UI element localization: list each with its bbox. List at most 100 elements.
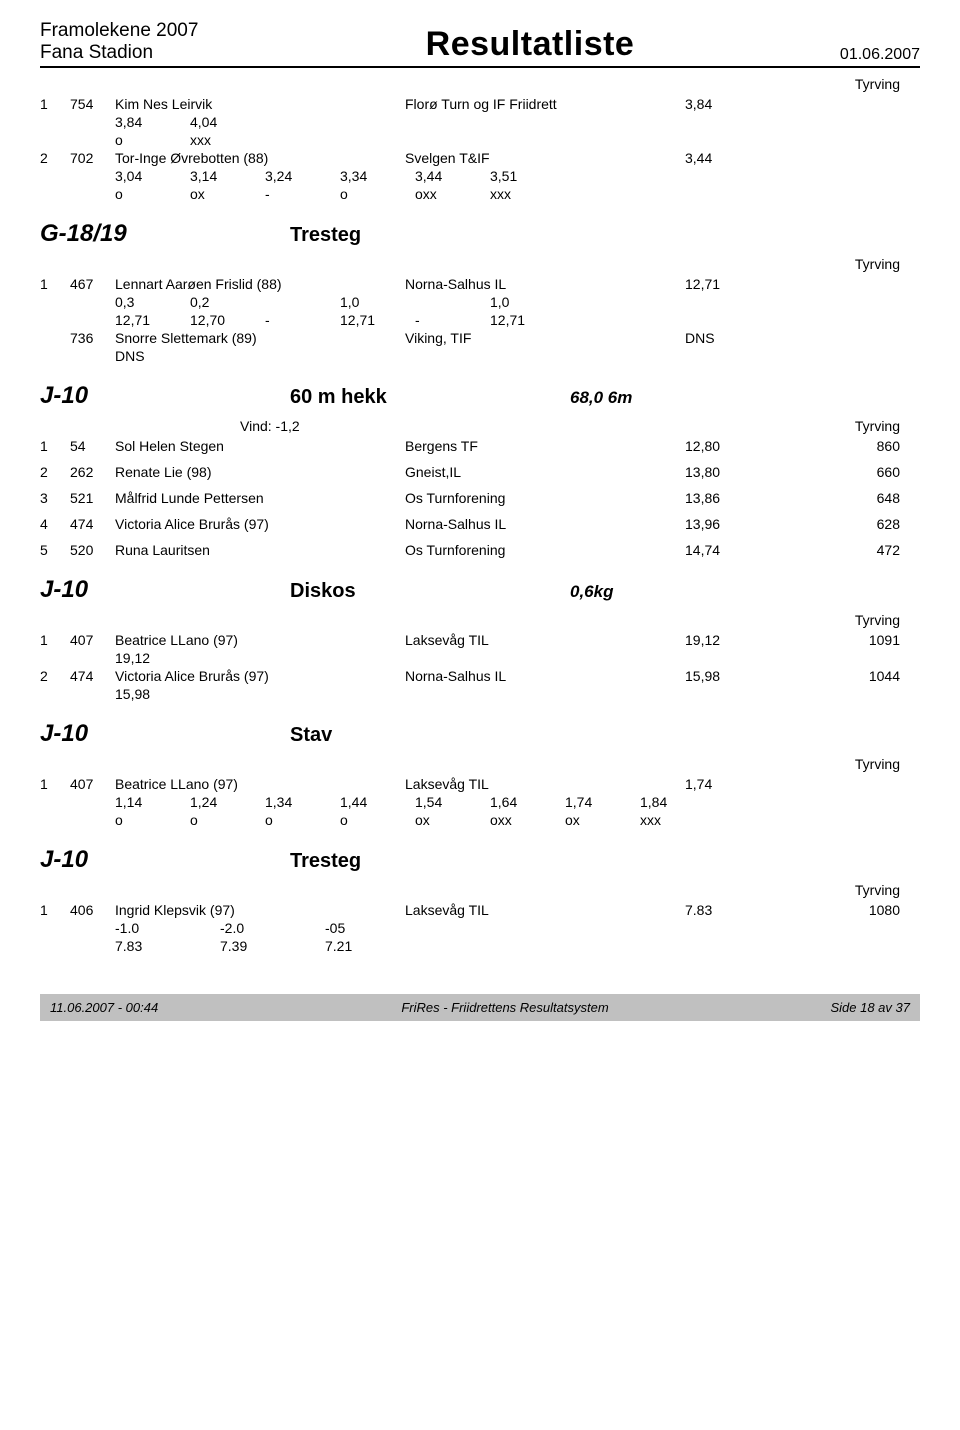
attempt: 0,3 [115,294,190,310]
result: 12,80 [685,438,775,454]
result-row: 4 474 Victoria Alice Brurås (97) Norna-S… [40,516,920,532]
attempt: 1,54 [415,794,490,810]
athlete-name: Runa Lauritsen [115,542,405,558]
attempt: 1,14 [115,794,190,810]
attempt-row: o o o o ox oxx ox xxx [115,812,920,828]
result: 14,74 [685,542,775,558]
place: 1 [40,902,70,918]
attempt: 19,12 [115,650,190,666]
attempt: o [115,132,190,148]
footer-timestamp: 11.06.2007 - 00:44 [50,1000,250,1015]
score: 1091 [775,632,920,648]
bib: 407 [70,776,115,792]
wind: Vind: -1,2 [240,418,820,434]
attempt: -05 [325,920,430,936]
attempt: xxx [190,132,265,148]
athlete-name: Beatrice LLano (97) [115,776,405,792]
club: Bergens TF [405,438,685,454]
attempt-row: o xxx [115,132,920,148]
attempt: o [265,812,340,828]
club: Laksevåg TIL [405,776,685,792]
attempt [265,294,340,310]
athlete-name: Beatrice LLano (97) [115,632,405,648]
event-header: J-10 60 m hekk 68,0 6m [40,382,920,410]
attempt: o [340,186,415,202]
tyrving-label: Tyrving [40,612,920,628]
page-header: Framolekene 2007 Fana Stadion Resultatli… [40,20,920,68]
bib: 262 [70,464,115,480]
attempt: 12,71 [340,312,415,328]
result-row: 1 467 Lennart Aarøen Frislid (88) Norna-… [40,276,920,292]
score: 660 [775,464,920,480]
result: 19,12 [685,632,775,648]
result: 7.83 [685,902,775,918]
attempt-row: 3,04 3,14 3,24 3,34 3,44 3,51 [115,168,920,184]
bib: 467 [70,276,115,292]
event-class: J-10 [40,576,290,604]
club: Laksevåg TIL [405,902,685,918]
attempt: 0,2 [190,294,265,310]
attempt: 3,14 [190,168,265,184]
result-row: 2 702 Tor-Inge Øvrebotten (88) Svelgen T… [40,150,920,166]
bib: 521 [70,490,115,506]
athlete-name: Lennart Aarøen Frislid (88) [115,276,405,292]
club: Norna-Salhus IL [405,516,685,532]
attempt: 1,64 [490,794,565,810]
event-header: J-10 Stav [40,720,920,748]
place: 5 [40,542,70,558]
attempt: 3,04 [115,168,190,184]
club: Svelgen T&IF [405,150,685,166]
stadium-name: Fana Stadion [40,42,260,64]
bib: 474 [70,516,115,532]
place: 4 [40,516,70,532]
score: 628 [775,516,920,532]
wind-row: Vind: -1,2 Tyrving [40,418,920,434]
attempt: DNS [115,348,190,364]
club: Viking, TIF [405,330,685,346]
athlete-name: Ingrid Klepsvik (97) [115,902,405,918]
athlete-name: Victoria Alice Brurås (97) [115,668,405,684]
attempt: 12,71 [490,312,565,328]
attempt: 12,71 [115,312,190,328]
attempt-row: 15,98 [115,686,920,702]
attempt: 3,51 [490,168,565,184]
event-name: Tresteg [290,850,570,873]
tyrving-label: Tyrving [820,418,920,434]
meet-name: Framolekene 2007 [40,20,260,42]
page-title: Resultatliste [260,25,800,64]
place: 1 [40,276,70,292]
attempt: 1,74 [565,794,640,810]
attempt: 15,98 [115,686,190,702]
attempt: 1,0 [340,294,415,310]
attempt: xxx [640,812,715,828]
place: 1 [40,776,70,792]
athlete-name: Tor-Inge Øvrebotten (88) [115,150,405,166]
athlete-name: Målfrid Lunde Pettersen [115,490,405,506]
bib: 754 [70,96,115,112]
event-header: G-18/19 Tresteg [40,220,920,248]
bib: 407 [70,632,115,648]
attempt: - [265,312,340,328]
event-class: J-10 [40,382,290,410]
attempt: 1,44 [340,794,415,810]
athlete-name: Kim Nes Leirvik [115,96,405,112]
attempt: o [340,812,415,828]
club: Norna-Salhus IL [405,668,685,684]
result-row: 2 262 Renate Lie (98) Gneist,IL 13,80 66… [40,464,920,480]
result-row: 1 54 Sol Helen Stegen Bergens TF 12,80 8… [40,438,920,454]
result-row: 5 520 Runa Lauritsen Os Turnforening 14,… [40,542,920,558]
attempt: o [190,812,265,828]
athlete-name: Renate Lie (98) [115,464,405,480]
bib: 406 [70,902,115,918]
result: 12,71 [685,276,775,292]
attempt: o [115,812,190,828]
attempt-row: 7.83 7.39 7.21 [115,938,920,954]
place: 1 [40,632,70,648]
event-class: J-10 [40,846,290,874]
attempt: 12,70 [190,312,265,328]
score: 648 [775,490,920,506]
attempt: 1,34 [265,794,340,810]
result: DNS [685,330,775,346]
attempt-row: 3,84 4,04 [115,114,920,130]
event-spec: 0,6kg [570,582,920,602]
